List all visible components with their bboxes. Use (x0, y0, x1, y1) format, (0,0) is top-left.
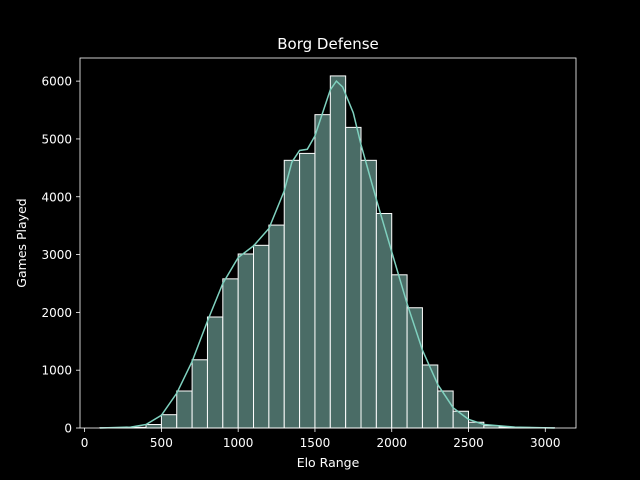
y-tick-label: 1000 (41, 364, 72, 378)
histogram-bar-16 (345, 126, 362, 429)
kde-line (99, 79, 555, 429)
x-tick-label: 3000 (530, 436, 561, 450)
bars-group (99, 75, 556, 429)
x-tick-label: 2000 (376, 436, 407, 450)
y-tick-label: 0 (64, 422, 72, 436)
x-axis-label: Elo Range (297, 455, 360, 470)
y-tick-label: 5000 (41, 132, 72, 146)
histogram-bar-9 (237, 253, 255, 429)
plot-frame (79, 57, 577, 429)
histogram-bar-4 (160, 414, 178, 429)
x-tick-label: 2500 (453, 436, 484, 450)
histogram-bar-11 (268, 224, 285, 429)
histogram-bar-6 (191, 359, 208, 429)
histogram-bar-15 (329, 75, 347, 429)
y-axis: 0 1000 2000 3000 4000 5000 6000 (41, 75, 80, 436)
y-axis-label: Games Played (14, 198, 29, 287)
x-tick-label: 1500 (300, 436, 331, 450)
x-axis: 0 500 1000 1500 2000 2500 3000 (81, 428, 561, 450)
histogram-bar-10 (253, 244, 270, 429)
x-tick-label: 0 (81, 436, 89, 450)
y-tick-label: 4000 (41, 190, 72, 204)
histogram-bar-8 (222, 278, 239, 429)
chart-title: Borg Defense (277, 35, 379, 53)
y-tick-label: 3000 (41, 248, 72, 262)
histogram-bar-14 (314, 114, 331, 429)
histogram-bar-17 (360, 159, 377, 429)
histogram-bar-13 (299, 152, 316, 429)
x-tick-label: 1000 (223, 436, 254, 450)
histogram-bar-7 (206, 316, 224, 429)
x-tick-label: 500 (150, 436, 173, 450)
histogram-bar-12 (283, 159, 301, 429)
histogram-bar-3 (145, 424, 162, 429)
y-tick-label: 6000 (41, 75, 72, 89)
y-tick-label: 2000 (41, 306, 72, 320)
histogram-bar-5 (176, 390, 193, 429)
histogram-bar-21 (421, 364, 439, 429)
